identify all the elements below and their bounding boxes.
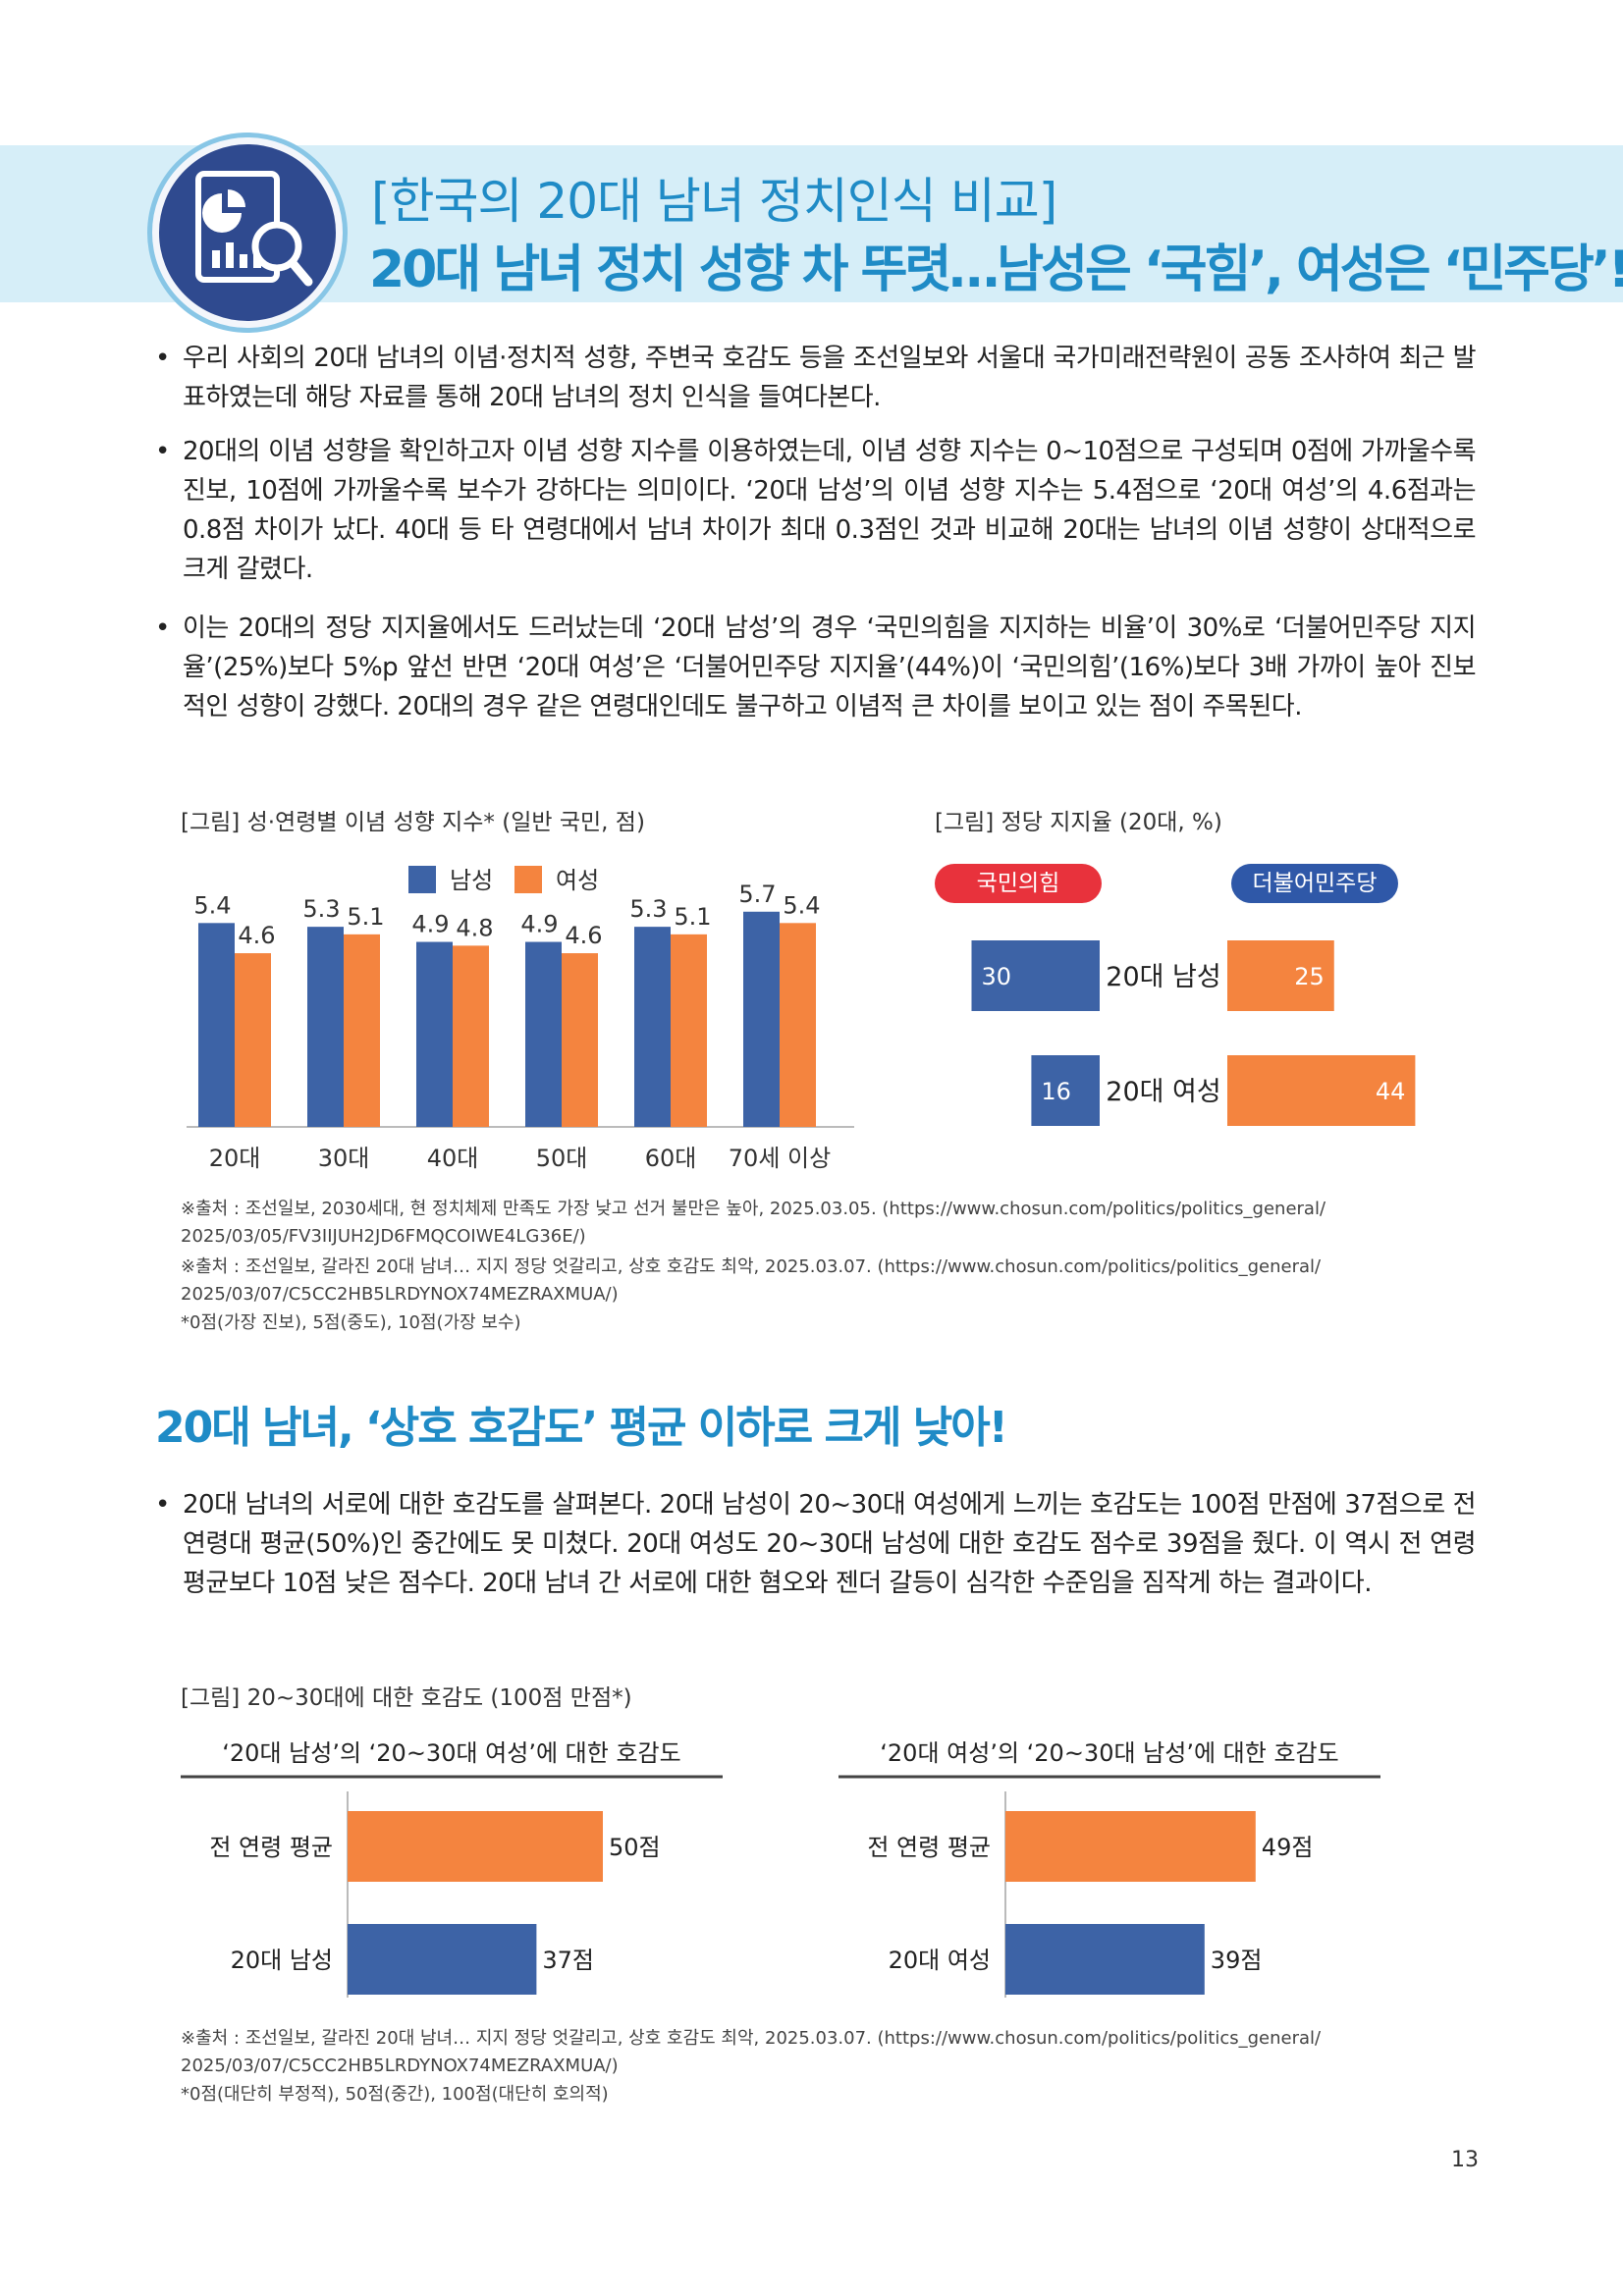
section2-title: 20대 남녀, ‘상호 호감도’ 평균 이하로 크게 낮아! [155,1403,1008,1453]
category-label: 20대 여성 [1106,1077,1220,1107]
x-tick-label: 40대 [427,1145,479,1172]
bar-value-label: 5.4 [783,891,820,919]
category-label: 20대 남성 [231,1947,333,1974]
bar-value-label: 5.3 [629,895,667,923]
legend-label-female: 여성 [556,867,599,894]
bar-value-label: 37점 [542,1947,594,1974]
source-note: ※출처 : 조선일보, 갈라진 20대 남녀… 지지 정당 엇갈리고, 상호 호… [181,2028,1322,2049]
bullet: • [155,437,170,466]
source-note: ※출처 : 조선일보, 2030세대, 현 정치체제 만족도 가장 낮고 선거 … [181,1199,1326,1219]
paragraph-1: • 우리 사회의 20대 남녀의 이념·정치적 성향, 주변국 호감도 등을 조… [155,339,1477,417]
party-support-chart: 30 20대 남성 25 16 20대 여성 44 [971,940,1416,1126]
bar-value-label: 5.4 [193,891,231,919]
legend-label-male: 남성 [450,867,493,894]
scale-note: *0점(가장 진보), 5점(중도), 10점(가장 보수) [181,1312,521,1333]
bar-female [453,945,489,1127]
bar-value-label: 16 [1041,1078,1071,1105]
bar-value-label: 5.1 [347,903,384,931]
report-magnifier-icon [152,137,343,328]
category-label: 전 연령 평균 [867,1834,991,1861]
bar-value-label: 49점 [1262,1834,1314,1861]
header-subtitle: [한국의 20대 남녀 정치인식 비교] [371,173,1057,230]
source-note: 2025/03/07/C5CC2HB5LRDYNOX74MEZRAXMUA/) [181,2056,619,2076]
bar-value-label: 50점 [609,1834,661,1861]
x-tick-label: 30대 [318,1145,370,1172]
bar [348,1811,603,1882]
bullet: • [155,614,170,643]
x-tick-label: 60대 [645,1145,697,1172]
fig1-caption: [그림] 성·연령별 이념 성향 지수* (일반 국민, 점) [181,810,645,835]
chart-title: ‘20대 남성’의 ‘20~30대 여성’에 대한 호감도 [222,1739,680,1767]
category-label: 20대 남성 [1106,962,1220,992]
paragraph-text: 우리 사회의 20대 남녀의 이념·정치적 성향, 주변국 호감도 등을 조선일… [183,344,1477,412]
bar-male [743,911,780,1127]
header-title: 20대 남녀 정치 성향 차 뚜렷…남성은 ‘국힘’, 여성은 ‘민주당’! [369,240,1623,299]
bar [1005,1811,1256,1882]
bar-value-label: 5.3 [302,895,340,923]
bar-ppp [971,940,1100,1011]
bar-female [780,923,816,1127]
bar-value-label: 25 [1294,963,1325,990]
paragraph-4: • 20대 남녀의 서로에 대한 호감도를 살펴본다. 20대 남성이 20~3… [155,1485,1477,1603]
bar [348,1924,537,1995]
bar-value-label: 39점 [1211,1947,1263,1974]
fig2-caption: [그림] 정당 지지율 (20대, %) [935,810,1222,835]
bar-value-label: 5.7 [738,881,776,908]
x-tick-label: 70세 이상 [729,1145,831,1172]
bar-male [525,941,562,1127]
paragraph-text: 20대 남녀의 서로에 대한 호감도를 살펴본다. 20대 남성이 20~30대… [183,1490,1477,1598]
source-note: ※출처 : 조선일보, 갈라진 20대 남녀… 지지 정당 엇갈리고, 상호 호… [181,1256,1322,1277]
bar-value-label: 4.6 [238,922,275,949]
bar-male [416,941,453,1127]
bar [1005,1924,1205,1995]
page-number: 13 [1451,2148,1479,2172]
x-tick-label: 50대 [536,1145,588,1172]
chart-title: ‘20대 여성’의 ‘20~30대 남성’에 대한 호감도 [880,1739,1338,1767]
bar-value-label: 4.6 [565,922,602,949]
bullet: • [155,344,170,373]
category-label: 전 연령 평균 [209,1834,333,1861]
paragraph-2: • 20대의 이념 성향을 확인하고자 이념 성향 지수를 이용하였는데, 이념… [155,432,1477,589]
bar-dpk [1227,1055,1416,1126]
bar-dpk [1227,940,1334,1011]
party-pill-ppp: 국민의힘 [935,864,1102,903]
paragraph-text: 20대의 이념 성향을 확인하고자 이념 성향 지수를 이용하였는데, 이념 성… [183,437,1477,584]
bar-ppp [1031,1055,1100,1126]
bar-female [562,953,598,1127]
category-label: 20대 여성 [889,1947,991,1974]
bar-female [344,934,380,1127]
fig3-caption: [그림] 20~30대에 대한 호감도 (100점 만점*) [181,1685,632,1711]
bar-value-label: 44 [1376,1078,1406,1105]
bar-male [198,923,235,1127]
bar-value-label: 30 [982,963,1012,990]
party-pill-dpk: 더불어민주당 [1231,864,1398,903]
source-note: 2025/03/07/C5CC2HB5LRDYNOX74MEZRAXMUA/) [181,1284,619,1305]
paragraph-3: • 이는 20대의 정당 지지율에서도 드러났는데 ‘20대 남성’의 경우 ‘… [155,609,1477,726]
favorability-chart-male: ‘20대 남성’의 ‘20~30대 여성’에 대한 호감도 전 연령 평균 50점… [181,1739,723,1998]
bar-value-label: 4.9 [411,911,449,938]
legend-swatch-male [408,866,436,893]
paragraph-text: 이는 20대의 정당 지지율에서도 드러났는데 ‘20대 남성’의 경우 ‘국민… [183,614,1477,721]
chart-legend: 남성 여성 [408,866,599,894]
bar-value-label: 4.8 [456,914,493,941]
bar-female [235,953,271,1127]
bar-value-label: 4.9 [520,911,558,938]
source-note: 2025/03/05/FV3IIJUH2JD6FMQCOIWE4LG36E/) [181,1226,586,1247]
x-tick-label: 20대 [209,1145,261,1172]
bar-value-label: 5.1 [674,903,711,931]
legend-swatch-female [514,866,542,893]
favorability-chart-female: ‘20대 여성’의 ‘20~30대 남성’에 대한 호감도 전 연령 평균 49점… [839,1739,1380,1998]
scale-note: *0점(대단히 부정적), 50점(중간), 100점(대단히 호의적) [181,2084,609,2105]
bar-male [307,927,344,1127]
bar-female [671,934,707,1127]
bar-male [634,927,671,1127]
bullet: • [155,1490,170,1520]
